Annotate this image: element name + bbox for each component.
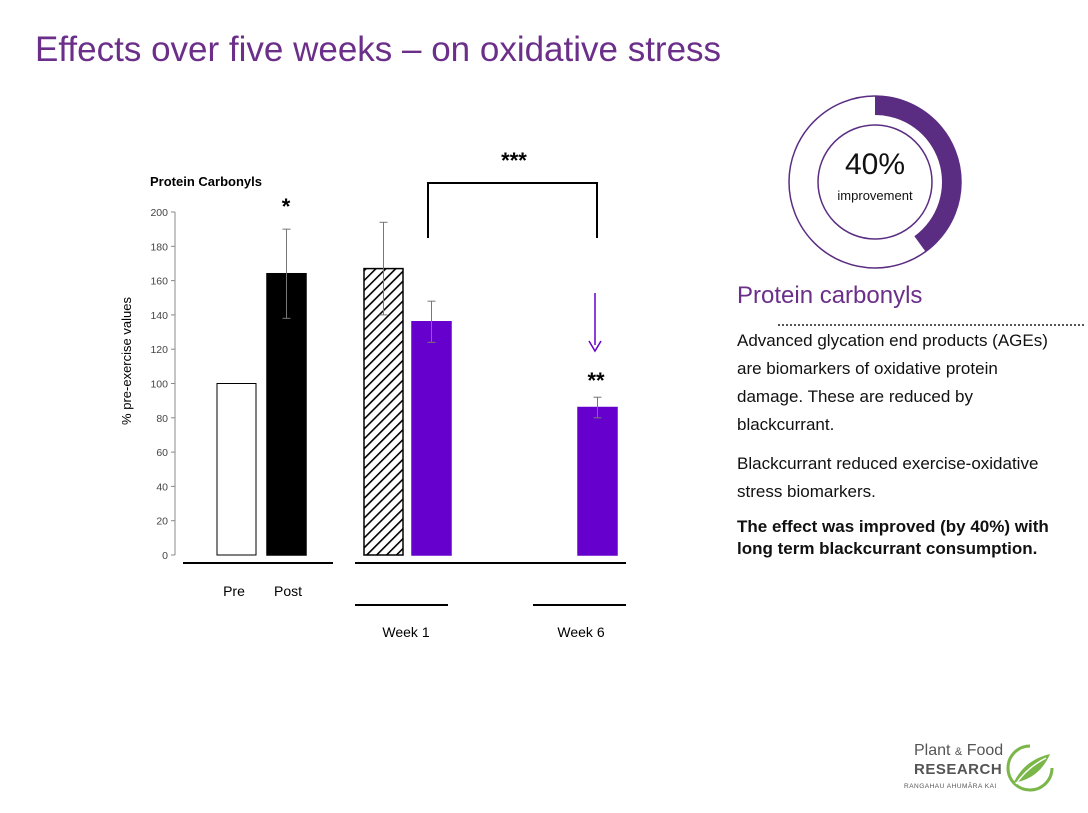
dotted-divider [778, 324, 1084, 326]
improvement-donut: 40% improvement [785, 92, 965, 272]
y-tick-label: 80 [156, 413, 168, 425]
paragraph-blackcurrant: Blackcurrant reduced exercise-oxidative … [737, 454, 1039, 501]
group-label-week6: Week 6 [557, 624, 604, 640]
paragraph-effect: The effect was improved (by 40%) with lo… [737, 517, 1049, 558]
y-tick-label: 120 [150, 344, 168, 356]
donut-value: 40% [844, 148, 906, 181]
bar [216, 383, 257, 556]
bar [363, 267, 404, 556]
y-tick-label: 40 [156, 481, 168, 493]
donut-inner-ring [817, 124, 933, 240]
logo-research: RESEARCH [914, 761, 1003, 778]
donut-progress-arc [875, 96, 962, 252]
section-title: Protein carbonyls [737, 282, 923, 309]
y-tick-label: 180 [150, 241, 168, 253]
down-arrow-head [588, 340, 602, 353]
x-label-post: Post [274, 583, 302, 599]
x-label-pre: Pre [223, 583, 245, 599]
bar [577, 406, 618, 556]
bar [266, 272, 307, 556]
y-tick-label: 140 [150, 310, 168, 322]
logo-line1: Plant & Food [914, 742, 1004, 759]
paragraph-ages: Advanced glycation end products (AGEs) a… [737, 331, 1048, 434]
donut-sublabel: improvement [837, 188, 913, 203]
significance-post: * [282, 194, 291, 219]
bar [411, 321, 452, 556]
chart-title: Protein Carbonyls [150, 174, 262, 189]
y-tick-label: 60 [156, 447, 168, 459]
group-label-week1: Week 1 [382, 624, 429, 640]
y-axis-label: % pre-exercise values [119, 297, 134, 425]
y-tick-label: 0 [162, 550, 168, 562]
y-tick-label: 100 [150, 379, 168, 391]
slide-title: Effects over five weeks – on oxidative s… [35, 30, 722, 69]
significance-bracket [427, 182, 598, 238]
significance-bracket-label: *** [501, 148, 527, 173]
y-tick-label: 160 [150, 276, 168, 288]
logo-tagline: RANGAHAU AHUMĀRA KAI [904, 783, 997, 790]
plant-food-research-logo: Plant & Food RESEARCH RANGAHAU AHUMĀRA K… [904, 742, 1064, 798]
y-tick-label: 200 [150, 207, 168, 219]
y-tick-label: 20 [156, 516, 168, 528]
leaf-icon [1006, 744, 1054, 792]
significance-week6: ** [587, 368, 605, 393]
protein-carbonyls-chart: Protein Carbonyls % pre-exercise values 0 2… [119, 148, 626, 640]
